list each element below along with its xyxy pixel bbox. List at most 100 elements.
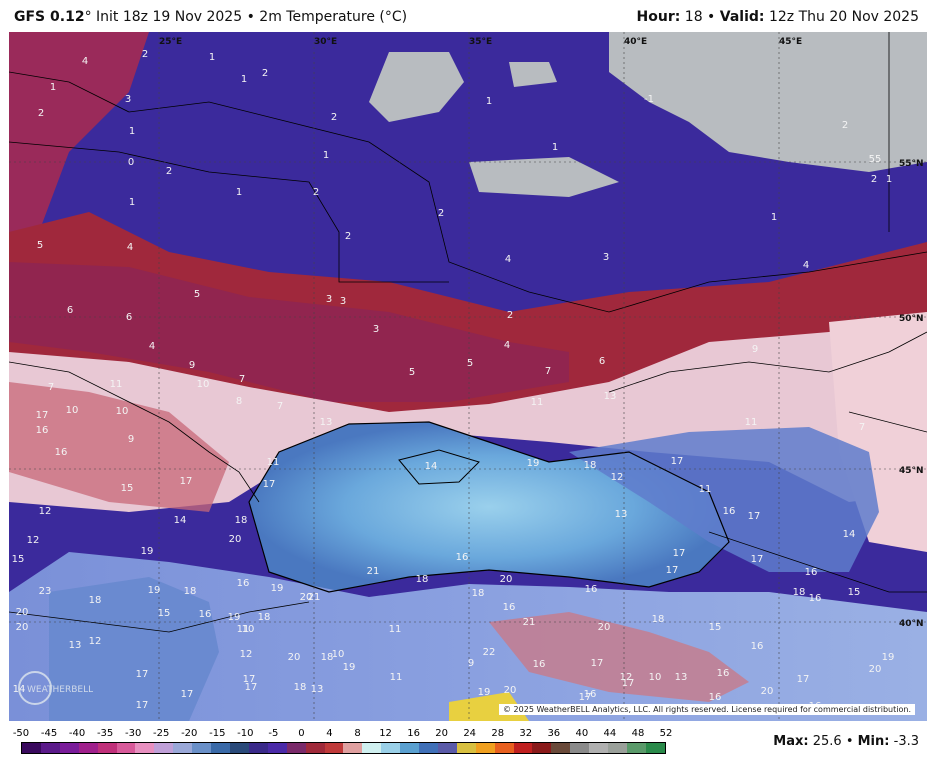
temperature-value: 7 [545,366,551,377]
east-border [848,32,927,433]
temperature-value: 17 [245,682,258,693]
colorbar-swatch [343,743,363,753]
temperature-value: 18 [235,515,248,526]
temperature-value: 2 [262,68,268,79]
temperature-value: 1 [236,187,242,198]
colorbar-tick-label: -35 [96,728,114,739]
colorbar-swatch [229,743,249,753]
temperature-value: 5 [467,358,473,369]
cold-snow-ne [609,32,927,172]
temperature-value: 11 [267,457,280,468]
temperature-value: 11 [390,672,403,683]
temperature-value: 4 [82,56,88,67]
temperature-value: 21 [523,617,536,628]
temperature-value: 18 [184,586,197,597]
colorbar-swatch [475,743,495,753]
temperature-value: 16 [805,567,818,578]
temperature-value: 6 [67,305,73,316]
temperature-value: 14 [174,515,187,526]
colorbar-swatch [570,743,590,753]
min-label: Min: [857,734,890,749]
warm-band-inner [9,262,569,402]
weatherbell-logo: WEATHERBELL [15,666,93,710]
temperature-value: 16 [36,425,49,436]
colorbar-tick-label: 40 [575,728,589,739]
temperature-value: 2 [166,166,172,177]
temperature-value: 16 [585,584,598,595]
max-value: 25.6 [812,734,842,749]
colorbar-swatch [267,743,287,753]
temperature-value: 2 [38,108,44,119]
temperature-value: 6 [126,312,132,323]
header-valid: Hour: 18 • Valid: 12z Thu 20 Nov 2025 [636,9,919,25]
temperature-value: 1 [771,212,777,223]
temperature-value: 12 [27,535,40,546]
temperature-value: 12 [620,672,633,683]
graticule [9,32,927,721]
colorbar-tick-label: -25 [153,728,170,739]
colorbar-tick-label: -50 [12,728,30,739]
temperature-value: 17 [748,511,761,522]
temperature-value: 16 [55,447,68,458]
colorbar-swatch [116,743,136,753]
temperature-value: 12 [39,506,52,517]
temperature-value: 3 [340,296,346,307]
colorbar-tick-label: 44 [603,728,617,739]
temperature-value: 17 [671,456,684,467]
temperature-value: 17 [797,674,810,685]
temperature-value: 17 [243,674,256,685]
longitude-label: 25°E [159,37,182,47]
temperature-value: 14 [425,461,438,472]
temperature-value: 1 [886,174,892,185]
temperature-value: 11 [745,417,758,428]
colorbar-swatch [532,743,552,753]
temperature-value: 19 [148,585,161,596]
temperature-value: 11 [699,484,712,495]
temperature-value: 2 [842,120,848,131]
temperature-value: 17 [579,692,592,703]
temperature-value: 11 [237,624,250,635]
temperature-value: 18 [89,595,102,606]
temperature-value: 10 [66,405,79,416]
temperature-value: 17 [181,689,194,700]
temperature-value: 13 [675,672,688,683]
temperature-value: 12 [89,636,102,647]
colorbar-tick-label: -15 [209,728,226,739]
colorbar-tick-label: 12 [379,728,392,739]
temperature-value: 17 [591,658,604,669]
temperature-value: 18 [472,588,485,599]
temperature-value: 18 [321,652,334,663]
latitude-label: 40°N [899,619,924,629]
temperature-value: 4 [505,254,511,265]
temperature-value: 17 [666,565,679,576]
colorbar-tick-label: 28 [491,728,505,739]
temperature-value: 16 [723,506,736,517]
temperature-value: 2 [142,49,148,60]
temperature-value: 15 [121,483,134,494]
temperature-value: 1 [209,52,215,63]
temperature-value: 55 [869,154,882,165]
temperature-value: 20 [598,622,611,633]
svg-text:WEATHERBELL: WEATHERBELL [27,685,93,695]
temperature-value: 11 [389,624,402,635]
temperature-value: 15 [12,554,25,565]
colorbar-swatch [40,743,60,753]
temperature-value: 19 [882,652,895,663]
temperature-value: 18 [793,587,806,598]
anatolia-warm [489,612,749,702]
temperature-value: 13 [311,684,324,695]
temperature-value: 9 [189,360,195,371]
temperature-value: 17 [36,410,49,421]
temperature-value: 16 [584,689,597,700]
temperature-value: 1 [129,126,135,137]
temperature-value: 3 [326,294,332,305]
temperature-value: 17 [263,479,276,490]
colorbar-tick-label: -20 [181,728,198,739]
temperature-value: 11 [531,397,544,408]
temperature-value: 20 [504,685,517,696]
temperature-value: 3 [603,252,609,263]
temperature-value: 1 [323,150,329,161]
model-name: GFS 0.12 [14,9,85,25]
